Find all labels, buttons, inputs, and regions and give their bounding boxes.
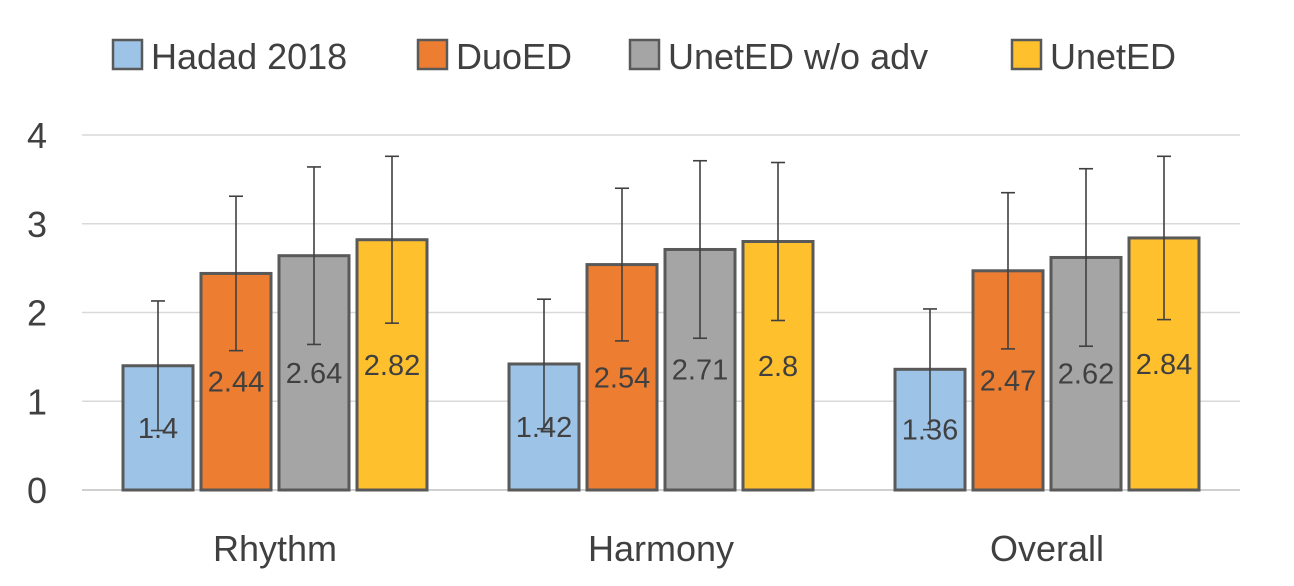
error-bar-rhythm-uneted-w-o-adv (307, 166, 321, 346)
data-label-overall-uneted: 2.84 (1136, 349, 1192, 381)
error-bar-rhythm-hadad-2018 (151, 300, 165, 432)
legend-label-duoed: DuoED (456, 36, 572, 77)
legend: Hadad 2018 DuoED UnetED w/o adv UnetED (111, 36, 1176, 77)
legend-item-uneted-w-o-adv: UnetED w/o adv (628, 36, 928, 77)
data-label-overall-duoed: 2.47 (980, 365, 1036, 397)
data-label-overall-hadad-2018: 1.36 (902, 415, 958, 447)
y-tick-label-0: 0 (27, 470, 47, 511)
x-category-label-harmony: Harmony (588, 528, 734, 569)
y-axis: 0 1 2 3 4 (27, 115, 47, 511)
x-category-label-rhythm: Rhythm (213, 528, 337, 569)
legend-label-uneted: UnetED (1050, 36, 1176, 77)
data-label-harmony-uneted: 2.8 (758, 351, 798, 383)
error-bar-overall-hadad-2018 (923, 308, 937, 431)
data-label-rhythm-uneted-w-o-adv: 2.64 (286, 358, 342, 390)
error-bar-harmony-hadad-2018 (537, 298, 551, 430)
y-tick-label-3: 3 (27, 204, 47, 245)
data-label-rhythm-hadad-2018: 1.4 (138, 413, 178, 445)
data-label-harmony-duoed: 2.54 (594, 362, 650, 394)
error-bar-harmony-duoed (615, 187, 629, 342)
legend-item-uneted: UnetED (1010, 36, 1176, 77)
error-bar-overall-duoed (1001, 191, 1015, 350)
legend-swatch-uneted (1010, 38, 1043, 71)
error-bar-overall-uneted (1157, 155, 1171, 321)
data-label-overall-uneted-w-o-adv: 2.62 (1058, 359, 1114, 391)
legend-swatch-hadad-2018 (111, 38, 144, 71)
y-tick-label-4: 4 (27, 115, 47, 156)
error-bar-rhythm-uneted (385, 155, 399, 324)
legend-swatch-duoed (416, 38, 449, 71)
error-bar-rhythm-duoed (229, 195, 243, 352)
legend-swatch-uneted-w-o-adv (628, 38, 661, 71)
legend-label-hadad-2018: Hadad 2018 (151, 36, 347, 77)
x-axis: Rhythm Harmony Overall (213, 528, 1104, 569)
error-bar-harmony-uneted (771, 161, 785, 322)
x-category-label-overall: Overall (990, 528, 1104, 569)
y-tick-label-1: 1 (27, 381, 47, 422)
gridlines (82, 134, 1240, 491)
bars: 1.4 2.44 2.64 2.82 1.42 2.54 2.71 2.8 1.36 2.47 2.… (121, 155, 1201, 492)
error-bar-harmony-uneted-w-o-adv (693, 159, 707, 340)
error-bar-overall-uneted-w-o-adv (1079, 167, 1093, 348)
data-label-rhythm-duoed: 2.44 (208, 367, 264, 399)
data-label-harmony-hadad-2018: 1.42 (516, 412, 572, 444)
legend-label-uneted-w-o-adv: UnetED w/o adv (668, 36, 928, 77)
data-label-harmony-uneted-w-o-adv: 2.71 (672, 355, 728, 387)
legend-item-hadad-2018: Hadad 2018 (111, 36, 347, 77)
data-label-rhythm-uneted: 2.82 (364, 350, 420, 382)
bar-harmony-uneted-w-o-adv (663, 247, 737, 492)
y-tick-label-2: 2 (27, 293, 47, 334)
legend-item-duoed: DuoED (416, 36, 572, 77)
